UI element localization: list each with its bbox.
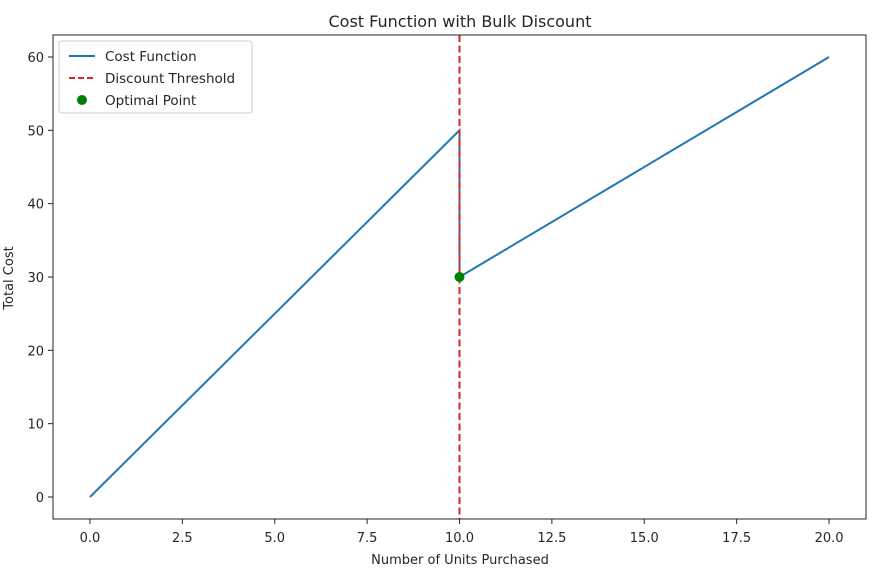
x-tick-label: 0.0 <box>80 531 101 546</box>
legend-box <box>58 40 253 114</box>
x-tick-label: 15.0 <box>630 531 659 546</box>
chart-title: Cost Function with Bulk Discount <box>329 12 592 31</box>
legend-label-discount-threshold: Discount Threshold <box>105 71 235 87</box>
y-tick-label: 0 <box>36 491 44 506</box>
y-axis-label: Total Cost <box>2 246 17 310</box>
x-axis-ticks: 0.0 2.5 5.0 7.5 10.0 12.5 15.0 17.5 20.0 <box>80 519 844 546</box>
x-tick-label: 20.0 <box>815 531 844 546</box>
x-tick-label: 12.5 <box>537 531 566 546</box>
y-tick-label: 40 <box>27 198 44 213</box>
legend-label-cost-function: Cost Function <box>105 49 197 65</box>
y-tick-label: 10 <box>27 418 44 433</box>
chart-marks <box>89 35 830 519</box>
x-tick-label: 17.5 <box>722 531 751 546</box>
x-tick-label: 7.5 <box>357 531 378 546</box>
optimal-point-marker <box>454 272 465 282</box>
x-tick-label: 5.0 <box>264 531 285 546</box>
y-tick-label: 60 <box>27 51 44 66</box>
y-tick-label: 20 <box>27 344 44 359</box>
y-tick-label: 50 <box>27 124 44 139</box>
legend-label-optimal-point: Optimal Point <box>105 93 196 109</box>
x-tick-label: 2.5 <box>172 531 193 546</box>
y-tick-label: 30 <box>27 271 44 286</box>
legend: Cost Function Discount Threshold Optimal… <box>58 40 253 114</box>
x-tick-label: 10.0 <box>445 531 474 546</box>
plot-area: 0.0 2.5 5.0 7.5 10.0 12.5 15.0 17.5 20.0 0 10 20 30… <box>27 34 867 546</box>
x-axis-label: Number of Units Purchased <box>371 553 549 568</box>
y-axis-ticks: 0 10 20 30 40 50 60 <box>27 51 53 506</box>
legend-swatch-optimal-point <box>77 95 87 105</box>
